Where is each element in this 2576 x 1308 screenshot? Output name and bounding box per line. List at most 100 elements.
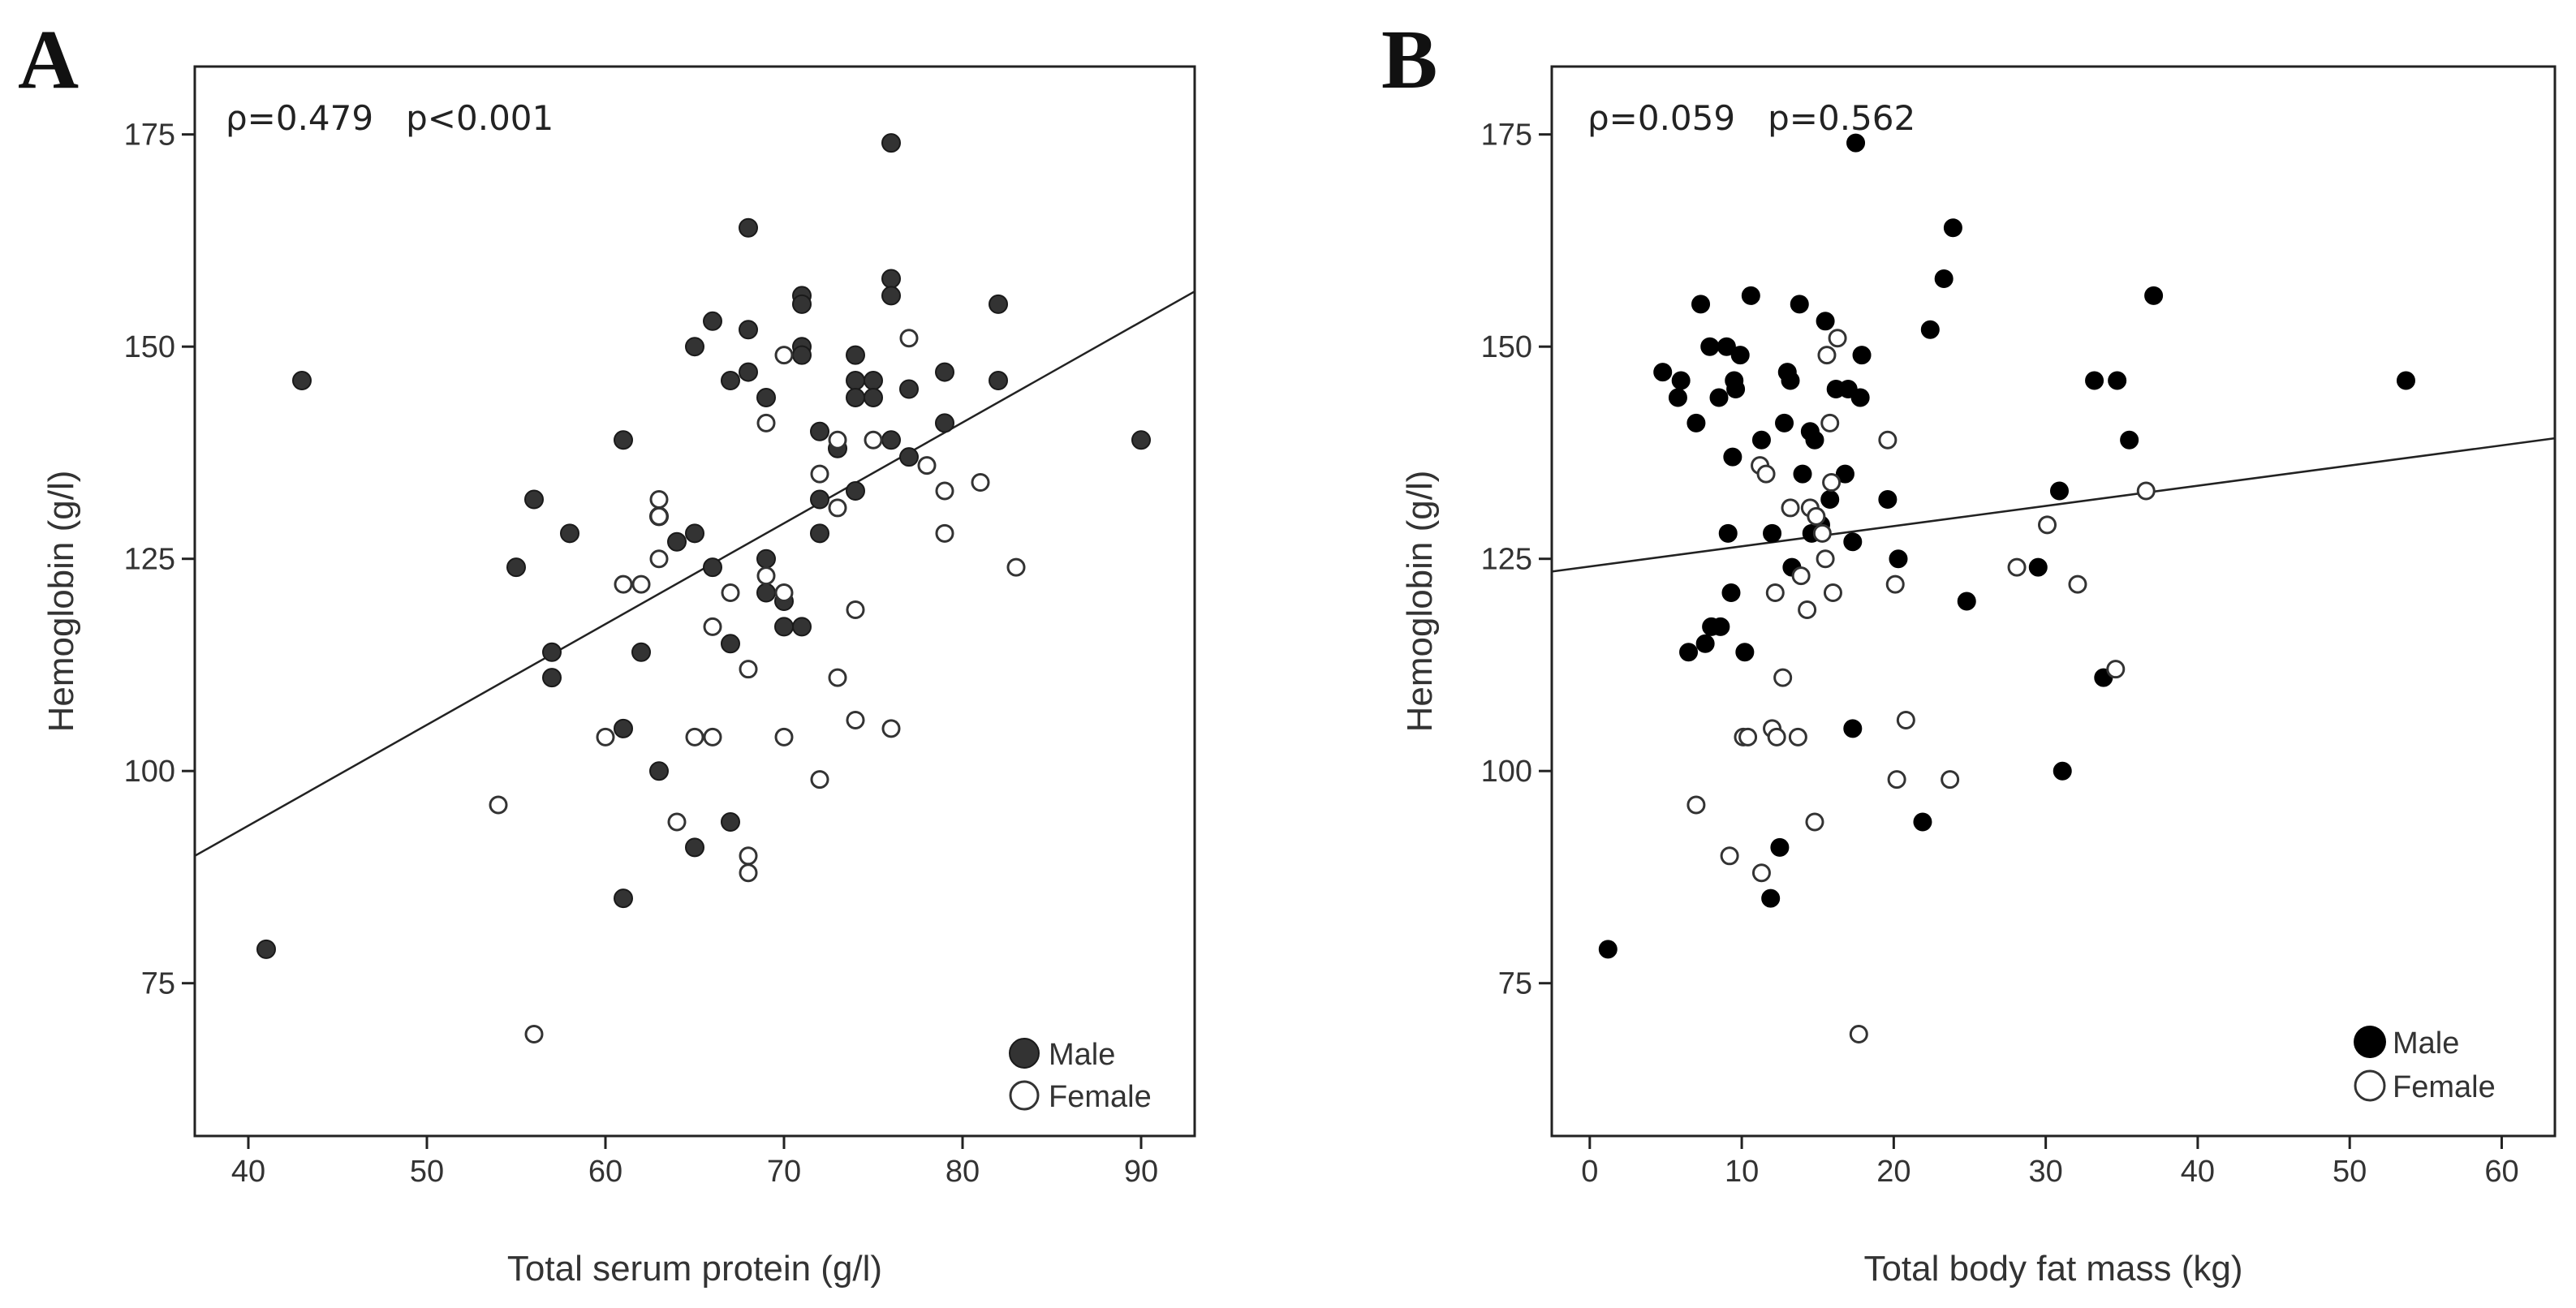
point-male-b [1770, 837, 1790, 857]
legend-marker-female-b [2354, 1069, 2386, 1102]
point-male-b [1850, 388, 1870, 407]
point-female-b [1896, 710, 1915, 729]
point-male-b [1793, 464, 1812, 484]
legend-marker-female-a [1009, 1080, 1040, 1111]
point-male-a [506, 557, 526, 578]
panel-label-b: B [1381, 13, 1437, 106]
point-male-a [989, 371, 1008, 391]
point-male-b [1653, 363, 1673, 382]
point-male-b [1726, 379, 1746, 398]
point-male-a [685, 523, 704, 544]
panel-b: B 0 10 20 30 40 50 60 75 100 125 150 175 ρ=0.059 p… [1381, 13, 2557, 1289]
point-male-b [1781, 371, 1800, 390]
point-male-b [1709, 388, 1729, 407]
x-tick-label: 70 [767, 1155, 801, 1189]
point-female-b [1767, 727, 1786, 747]
point-male-a [685, 337, 704, 357]
point-male-a [792, 294, 812, 314]
point-male-a [899, 447, 919, 467]
y-tick-label: 175 [124, 118, 175, 153]
point-male-b [1835, 464, 1854, 484]
point-female-a [828, 430, 847, 450]
point-female-a [596, 727, 615, 747]
point-male-b [1763, 523, 1782, 543]
legend-label-female-a: Female [1049, 1080, 1152, 1114]
point-female-a [739, 846, 758, 866]
point-female-a [881, 719, 901, 738]
x-tick-label: 90 [1124, 1155, 1158, 1189]
point-female-a [810, 770, 829, 790]
point-male-b [2108, 371, 2127, 390]
point-male-b [1671, 371, 1691, 390]
point-male-a [542, 642, 562, 662]
point-male-b [1717, 337, 1736, 356]
point-female-a [828, 498, 847, 518]
x-tick-label: 60 [588, 1155, 622, 1189]
point-female-b [1807, 506, 1826, 526]
point-male-b [2120, 430, 2139, 450]
point-male-a [667, 531, 687, 552]
point-female-a [631, 574, 651, 594]
point-female-a [649, 549, 669, 569]
point-female-b [1828, 329, 1847, 348]
plot-frame-b [1550, 65, 2557, 1138]
legend-label-female-b: Female [2393, 1070, 2496, 1104]
point-female-a [935, 523, 954, 543]
point-male-b [1775, 413, 1794, 432]
point-male-a [614, 888, 633, 909]
point-male-b [1943, 218, 1962, 238]
x-axis-label-b: Total body fat mass (kg) [1863, 1249, 2242, 1289]
point-female-a [828, 668, 847, 687]
point-male-b [2396, 371, 2415, 390]
x-tick-label: 0 [1581, 1155, 1598, 1189]
point-male-a [846, 387, 865, 407]
point-female-b [1816, 549, 1835, 569]
point-male-b [1751, 430, 1771, 450]
point-female-a [756, 413, 776, 432]
point-female-b [1765, 583, 1785, 603]
point-male-a [810, 421, 829, 441]
y-tick-label: 75 [141, 967, 175, 1001]
point-female-a [703, 617, 722, 636]
point-male-a [810, 523, 829, 544]
regression-line-a [194, 290, 1195, 857]
point-female-b [2136, 481, 2156, 501]
point-female-b [2068, 574, 2087, 594]
point-female-a [899, 329, 919, 348]
point-male-b [1700, 337, 1720, 356]
point-male-b [1790, 295, 1809, 314]
point-female-a [685, 727, 704, 747]
point-male-b [1723, 447, 1742, 467]
point-male-b [1761, 888, 1781, 908]
legend-marker-male-a [1009, 1038, 1040, 1069]
point-female-b [1812, 523, 1832, 543]
point-male-a [756, 387, 776, 407]
point-male-a [899, 379, 919, 399]
legend-a: Male Female [1009, 1038, 1152, 1114]
point-female-b [1798, 600, 1817, 619]
point-male-b [1820, 489, 1840, 509]
point-female-a [721, 583, 740, 603]
point-male-a [756, 549, 776, 569]
point-male-b [1920, 320, 1940, 339]
point-female-a [864, 430, 883, 450]
point-male-a [703, 557, 722, 578]
point-male-b [1741, 286, 1760, 305]
legend-b: Male Female [2354, 1026, 2496, 1104]
point-male-b [1934, 269, 1954, 289]
point-male-a [935, 413, 954, 433]
point-male-a [685, 837, 704, 858]
point-male-a [792, 345, 812, 365]
point-male-a [756, 583, 776, 603]
point-male-a [524, 489, 544, 510]
point-female-b [1822, 473, 1842, 493]
point-female-a [667, 812, 687, 832]
point-male-b [1843, 532, 1863, 552]
point-male-a [560, 523, 579, 544]
point-female-a [739, 863, 758, 883]
point-female-a [489, 795, 508, 815]
legend-label-male-b: Male [2393, 1026, 2459, 1061]
point-male-b [2028, 557, 2048, 577]
point-female-a [703, 727, 722, 747]
point-female-a [1006, 557, 1026, 577]
